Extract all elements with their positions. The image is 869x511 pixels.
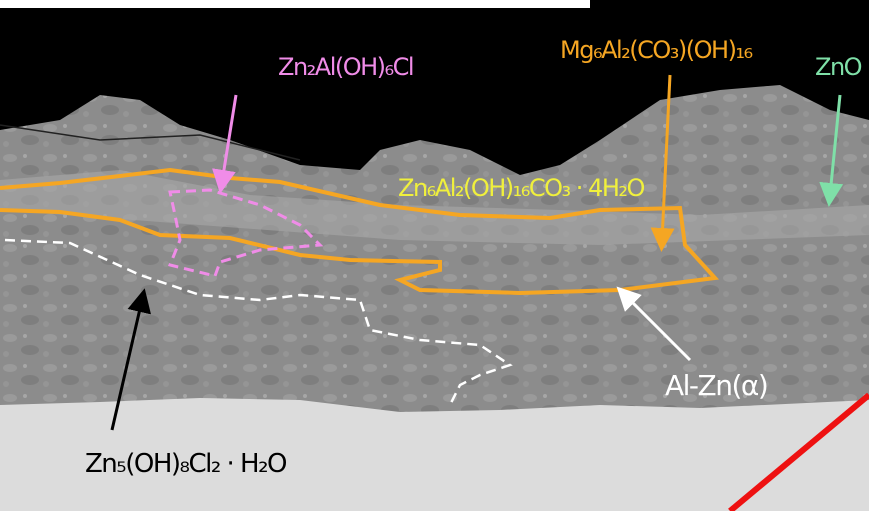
- label: Mg₆Al₂(CO₃)(OH)₁₆: [560, 36, 753, 64]
- label: Zn₆Al₂(OH)₁₆CO₃ · 4H₂O: [398, 174, 644, 202]
- label: Zn₂Al(OH)₆Cl: [278, 53, 413, 81]
- top-strip: [0, 0, 590, 8]
- label: ZnO: [815, 53, 862, 81]
- label: Al-Zn(α): [665, 369, 767, 402]
- annotated-micrograph: Zn₂Al(OH)₆Cl Mg₆Al₂(CO₃)(OH)₁₆ ZnO Zn₆Al…: [0, 0, 869, 511]
- label: Zn₅(OH)₈Cl₂ · H₂O: [85, 449, 286, 479]
